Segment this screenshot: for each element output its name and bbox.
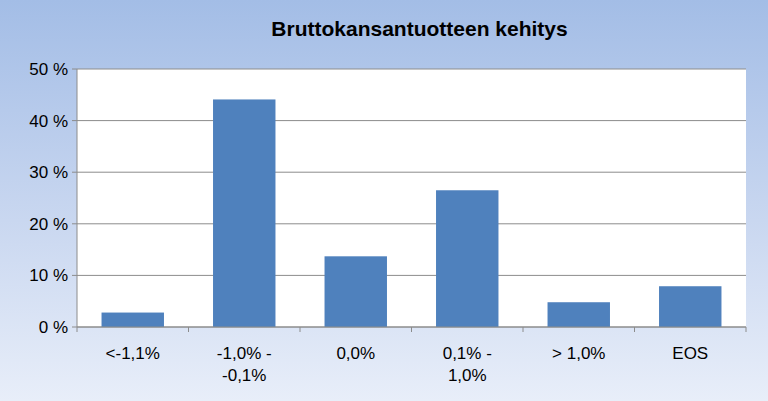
- x-tick-label: > 1,0%: [552, 344, 605, 363]
- x-tick: [300, 327, 301, 332]
- x-tick-label-line: 0,1% -: [443, 344, 492, 363]
- x-tick-label-line: -0,1%: [222, 366, 266, 385]
- y-tick-label: 40 %: [29, 112, 68, 131]
- x-tick: [523, 327, 524, 332]
- page: {"chart_data": {"type": "bar", "title": …: [0, 0, 768, 401]
- x-tick-label: -1,0% - -0,1%: [217, 344, 272, 385]
- x-tick: [188, 327, 189, 332]
- y-tick: [72, 327, 77, 328]
- x-tick-label-line: -1,0% -: [217, 344, 272, 363]
- x-tick-label: 0,1% - 1,0%: [443, 344, 492, 385]
- bar: [325, 256, 387, 327]
- x-tick: [77, 327, 78, 332]
- chart: Bruttokansantuotteen kehitys 0 % 10 % 20 % 3…: [0, 0, 768, 401]
- y-tick: [72, 120, 77, 121]
- x-tick-label: 0,0%: [336, 344, 375, 363]
- grid-line: [77, 69, 746, 70]
- bar: [213, 99, 275, 327]
- title: Bruttokansantuotteen kehitys: [271, 17, 567, 40]
- grid-line: [77, 275, 746, 276]
- y-tick-label: 50 %: [29, 60, 68, 79]
- bar: [102, 313, 164, 327]
- y-tick-label: 30 %: [29, 163, 68, 182]
- y-tick-label: 20 %: [29, 215, 68, 234]
- grid-line: [77, 223, 746, 224]
- x-tick-label-line: EOS: [672, 344, 708, 363]
- x-tick: [634, 327, 635, 332]
- bar: [436, 190, 498, 327]
- plot-area: [77, 69, 746, 327]
- y-tick: [72, 172, 77, 173]
- grid-line: [77, 120, 746, 121]
- y-tick-label: 0 %: [39, 318, 68, 337]
- x-tick-label-line: > 1,0%: [552, 344, 605, 363]
- grid-line: [77, 172, 746, 173]
- x-tick-label-line: 1,0%: [448, 366, 487, 385]
- x-tick-label-line: 0,0%: [336, 344, 375, 363]
- x-tick-label: EOS: [672, 344, 708, 363]
- y-tick-label: 10 %: [29, 266, 68, 285]
- bars: [102, 99, 722, 327]
- x-tick: [411, 327, 412, 332]
- y-tick: [72, 69, 77, 70]
- bar: [659, 286, 721, 327]
- x-tick: [746, 327, 747, 332]
- bar: [548, 302, 610, 327]
- x-tick-label-line: <-1,1%: [106, 344, 160, 363]
- y-tick: [72, 275, 77, 276]
- y-tick: [72, 223, 77, 224]
- y-axis: [77, 69, 78, 327]
- x-tick-label: <-1,1%: [106, 344, 160, 363]
